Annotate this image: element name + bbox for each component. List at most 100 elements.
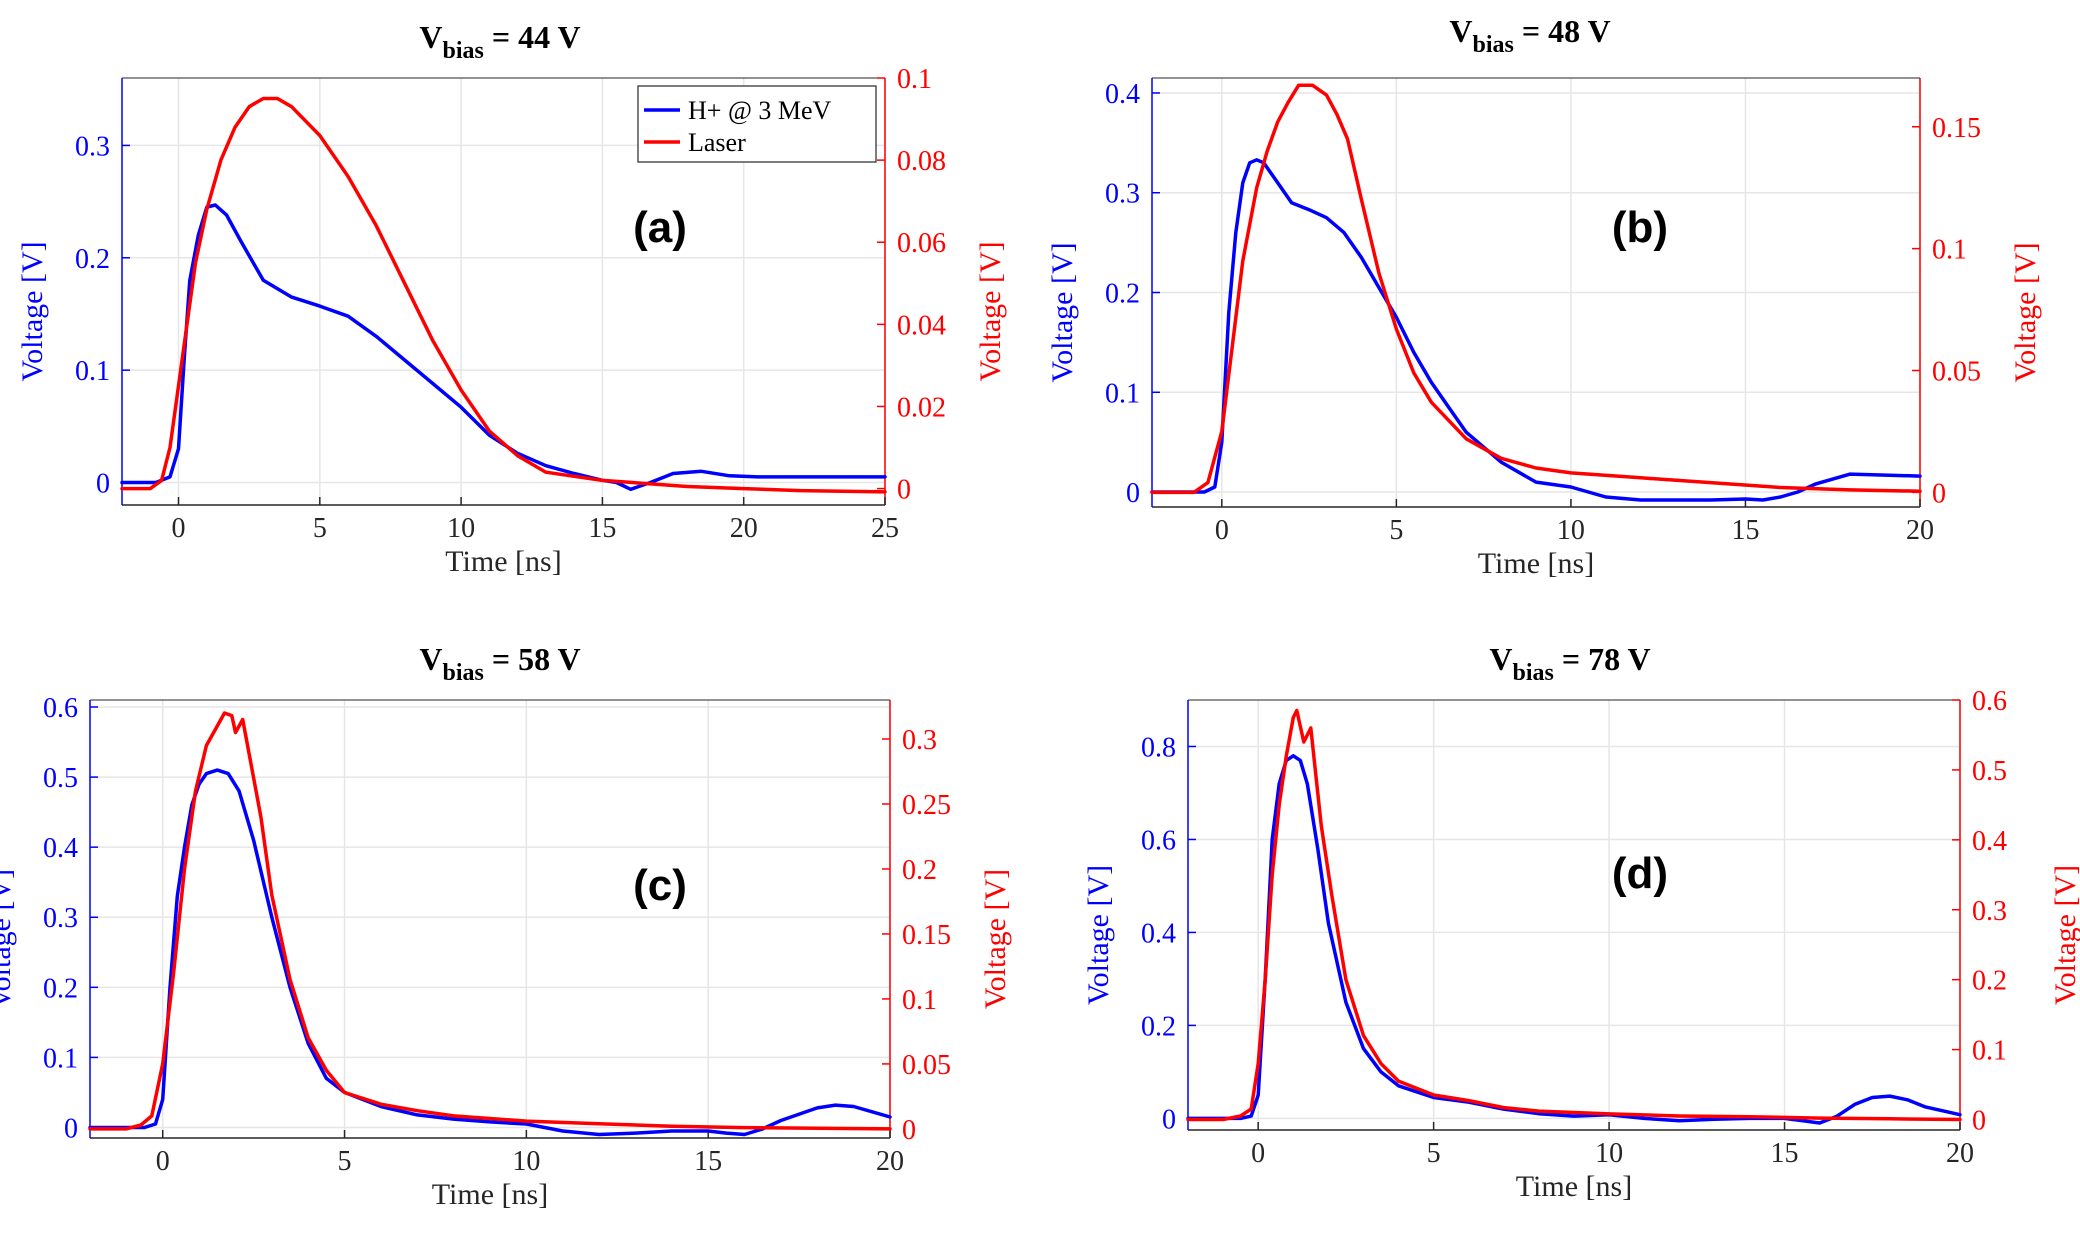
y-left-tick-label: 0.3 — [43, 903, 78, 934]
x-tick-label: 5 — [313, 513, 327, 544]
y-right-tick-label: 0.1 — [897, 64, 932, 95]
plot-area — [90, 700, 890, 1138]
y-left-tick-label: 0.3 — [75, 131, 110, 162]
y-left-tick-label: 0.5 — [43, 763, 78, 794]
x-tick-label: 15 — [1731, 515, 1759, 546]
y-axis-right-label: Voltage [V] — [2049, 865, 2080, 1005]
y-axis-left-label: Voltage [V] — [0, 869, 17, 1009]
y-left-tick-label: 0.2 — [75, 244, 110, 275]
y-right-tick-label: 0.2 — [902, 855, 937, 886]
panel-label: (d) — [1612, 849, 1668, 898]
legend-entry: H+ @ 3 MeV — [688, 96, 832, 125]
y-left-tick-label: 0.4 — [1141, 918, 1176, 949]
y-left-tick-label: 0.6 — [1141, 825, 1176, 856]
chart-panel-c: 0 5 10 15 2000.10.20.30.40.50.600.050.10.150… — [0, 641, 1012, 1211]
y-right-tick-label: 0.3 — [902, 725, 937, 756]
y-left-tick-label: 0 — [1162, 1104, 1176, 1135]
y-axis-right-label: Voltage [V] — [974, 241, 1007, 381]
legend-entry: Laser — [688, 128, 746, 157]
y-left-tick-label: 0.8 — [1141, 732, 1176, 763]
chart-panel-a: 0 5 10 15 20 25 0 0.1 0.2 0.3 0 0.02 0.04 0.06 0.08 0.1… — [16, 19, 1007, 578]
chart-panel-d: 0 5 10 15 2000.20.40.60.800.10.20.30.40.50.6… — [1082, 641, 2080, 1203]
chart-panel-b: 0 5 10 15 20 0 0.1 0.2 0.3 0.4 0 0.05 0.1 0.15 Time [n… — [1046, 13, 2042, 580]
y-right-tick-label: 0.3 — [1972, 896, 2007, 927]
series-line-laser — [120, 96, 887, 494]
series-line-proton — [1150, 158, 1922, 502]
y-right-tick-label: 0.05 — [902, 1050, 951, 1081]
x-axis-label: Time [ns] — [1478, 547, 1594, 580]
series-line-laser — [1150, 83, 1922, 495]
y-right-tick-label: 0.04 — [897, 310, 946, 341]
series-line-laser — [1186, 708, 1962, 1122]
y-axis-left-label: Voltage [V] — [1046, 242, 1079, 382]
y-left-tick-label: 0.6 — [43, 693, 78, 724]
y-right-tick-label: 0.15 — [1932, 113, 1981, 144]
x-tick-label: 0 — [1251, 1138, 1265, 1169]
plot-area — [1188, 700, 1960, 1130]
y-left-tick-label: 0.2 — [1141, 1011, 1176, 1042]
x-tick-label: 0 — [156, 1146, 170, 1177]
y-right-tick-label: 0.2 — [1972, 966, 2007, 997]
series-line-laser — [88, 711, 892, 1131]
title-value: = 44 V — [484, 19, 581, 55]
y-right-tick-label: 0 — [897, 475, 911, 506]
x-axis-label: Time [ns] — [1516, 1170, 1632, 1203]
x-tick-label: 25 — [871, 513, 899, 544]
x-axis-label: Time [ns] — [445, 545, 561, 578]
y-right-tick-label: 0.25 — [902, 790, 951, 821]
title-subscript: bias — [442, 660, 483, 686]
title-subscript: bias — [1472, 32, 1513, 58]
x-tick-label: 5 — [338, 1146, 352, 1177]
chart-title: Vbias = 58 V — [419, 641, 580, 686]
y-left-tick-label: 0.3 — [1105, 179, 1140, 210]
panel-label: (c) — [633, 861, 687, 910]
y-right-tick-label: 0.02 — [897, 392, 946, 423]
y-left-tick-label: 0 — [64, 1113, 78, 1144]
x-tick-label: 0 — [172, 513, 186, 544]
x-tick-label: 15 — [588, 513, 616, 544]
x-axis-label: Time [ns] — [432, 1178, 548, 1211]
y-right-tick-label: 0.05 — [1932, 357, 1981, 388]
y-axis-left-label: Voltage [V] — [16, 241, 49, 381]
y-right-tick-label: 0.08 — [897, 146, 946, 177]
x-tick-label: 10 — [512, 1146, 540, 1177]
title-subscript: bias — [1512, 660, 1553, 686]
x-tick-label: 15 — [694, 1146, 722, 1177]
x-tick-label: 5 — [1427, 1138, 1441, 1169]
y-axis-right-label: Voltage [V] — [979, 869, 1012, 1009]
legend-box — [637, 85, 877, 163]
title-symbol: V — [419, 641, 442, 677]
y-left-tick-label: 0.2 — [43, 973, 78, 1004]
x-tick-label: 0 — [1215, 515, 1229, 546]
y-left-tick-label: 0.4 — [43, 833, 78, 864]
title-value: = 48 V — [1514, 13, 1611, 49]
x-tick-label: 20 — [1946, 1138, 1974, 1169]
panel-label: (a) — [633, 203, 687, 252]
y-right-tick-label: 0.06 — [897, 228, 946, 259]
x-tick-label: 20 — [876, 1146, 904, 1177]
y-axis-left-label: Voltage [V] — [1082, 865, 1115, 1005]
y-left-tick-label: 0 — [1126, 478, 1140, 509]
y-right-tick-label: 0 — [902, 1115, 916, 1146]
y-right-tick-label: 0 — [1972, 1106, 1986, 1137]
chart-title: Vbias = 44 V — [419, 19, 580, 64]
chart-title: Vbias = 78 V — [1489, 641, 1650, 686]
panel-label: (b) — [1612, 203, 1668, 252]
title-value: = 58 V — [484, 641, 581, 677]
title-subscript: bias — [442, 38, 483, 64]
y-right-tick-label: 0.1 — [1932, 235, 1967, 266]
title-symbol: V — [1449, 13, 1472, 49]
title-symbol: V — [419, 19, 442, 55]
y-right-tick-label: 0 — [1932, 478, 1946, 509]
y-right-tick-label: 0.15 — [902, 920, 951, 951]
y-left-tick-label: 0.4 — [1105, 79, 1140, 110]
x-tick-label: 20 — [1906, 515, 1934, 546]
chart-title: Vbias = 48 V — [1449, 13, 1610, 58]
y-left-tick-label: 0.1 — [75, 356, 110, 387]
x-tick-label: 10 — [1557, 515, 1585, 546]
y-left-tick-label: 0.1 — [1105, 378, 1140, 409]
x-tick-label: 20 — [730, 513, 758, 544]
series-line-proton — [120, 203, 887, 492]
y-right-tick-label: 0.1 — [902, 985, 937, 1016]
y-right-tick-label: 0.4 — [1972, 826, 2007, 857]
